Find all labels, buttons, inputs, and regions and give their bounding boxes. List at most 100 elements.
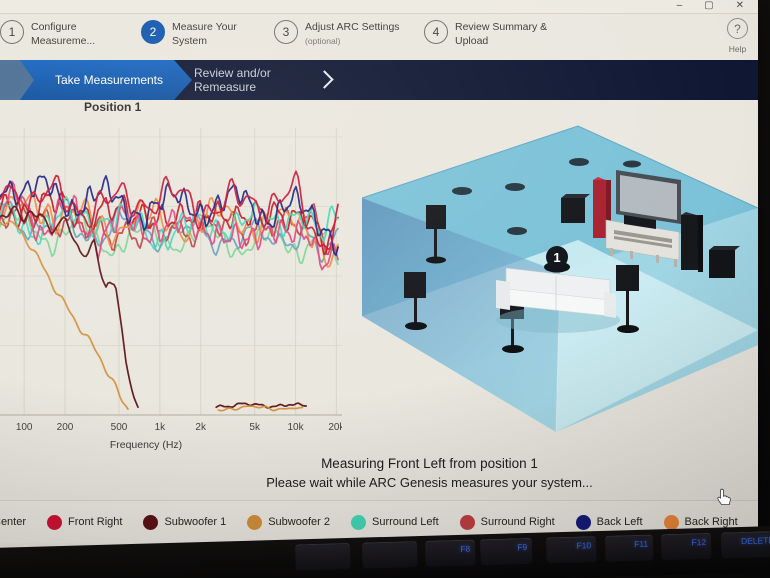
keyboard-key-f10: F10: [545, 536, 597, 564]
help-button[interactable]: ? Help: [727, 18, 748, 54]
status-line-1: Measuring Front Left from position 1: [321, 456, 538, 471]
speaker-legend: Center Front Right Subwoofer 1 Subwoofer 2 S…: [0, 500, 758, 543]
svg-text:200: 200: [57, 422, 74, 433]
step-2-circle: 2: [141, 20, 165, 44]
red-tower-speaker: [593, 177, 611, 240]
step-1-circle: 1: [0, 20, 24, 44]
mouse-cursor: [717, 488, 731, 505]
legend-label: Surround Right: [480, 516, 555, 528]
height-speaker-cube: [561, 194, 590, 223]
step-3-circle: 3: [274, 20, 298, 44]
legend-label: Back Right: [684, 516, 738, 528]
measurement-tabbar: Take Measurements Review and/or Remeasur…: [0, 60, 758, 100]
curve-surround-left: [0, 195, 339, 251]
step-measure-system[interactable]: 2 Measure Your System: [141, 20, 268, 48]
legend-item-back-left: Back Left: [575, 514, 643, 530]
step-configure-measurement[interactable]: 1 Configure Measureme...: [0, 20, 127, 48]
keyboard-key-f11: F11: [604, 534, 654, 562]
svg-text:10k: 10k: [287, 422, 304, 433]
legend-item-surround-right: Surround Right: [459, 514, 555, 530]
wizard-steps: 1 Configure Measureme... 2 Measure Your …: [0, 14, 758, 60]
curve-subwoofer-2: [0, 220, 129, 410]
measurement-status: Measuring Front Left from position 1 Ple…: [101, 456, 758, 490]
tab-review-remeasure-label: Review and/or Remeasure: [194, 66, 271, 94]
chart-title: Position 1: [84, 100, 142, 114]
legend-item-subwoofer-2: Subwoofer 2: [247, 514, 330, 530]
keyboard-key-f8: F8: [424, 539, 476, 567]
window-titlebar: – ▢ ✕: [0, 0, 758, 14]
keyboard-key: [361, 541, 418, 569]
room-visualization: 1: [348, 120, 759, 450]
measurement-chart: Position 1 100 200 500 1k 2k 5k 10k 20k Frequenc…: [0, 100, 342, 452]
maximize-icon[interactable]: ▢: [704, 0, 714, 11]
position-marker: 1: [544, 246, 570, 273]
step-review-summary[interactable]: 4 Review Summary & Upload: [424, 20, 551, 48]
legend-color-dot: [663, 514, 679, 530]
curve-subwoofer-1: [215, 402, 308, 409]
curve-subwoofer-2: [217, 405, 304, 412]
legend-color-dot: [143, 514, 159, 530]
subwoofer-box: [709, 246, 740, 278]
keyboard-key-delete: DELETE: [720, 530, 770, 559]
svg-text:1k: 1k: [155, 422, 167, 433]
legend-item-subwoofer-1: Subwoofer 1: [143, 514, 227, 530]
legend-color-dot: [247, 514, 263, 530]
step-adjust-arc-settings[interactable]: 3 Adjust ARC Settings (optional): [274, 20, 401, 48]
tv: [616, 170, 681, 224]
black-tower-speaker: [681, 212, 703, 272]
keyboard-key-f9: F9: [479, 537, 533, 566]
curve-back-left: [0, 175, 339, 257]
step-2-label: Measure Your System: [172, 21, 237, 47]
legend-color-dot: [575, 514, 591, 530]
step-4-circle: 4: [424, 20, 448, 44]
legend-color-dot: [459, 514, 475, 530]
svg-text:20k: 20k: [328, 422, 342, 433]
svg-text:100: 100: [16, 422, 33, 433]
tab-take-measurements-label: Take Measurements: [54, 73, 164, 87]
svg-text:500: 500: [111, 422, 128, 433]
step-3-label: Adjust ARC Settings (optional): [305, 21, 400, 46]
legend-color-dot: [47, 514, 63, 530]
step-3-optional: (optional): [305, 35, 341, 46]
svg-text:5k: 5k: [249, 422, 261, 433]
legend-item-surround-left: Surround Left: [350, 514, 439, 530]
legend-item-back-right: Back Right: [663, 514, 738, 530]
legend-color-dot: [350, 514, 366, 530]
position-number: 1: [553, 250, 560, 265]
av-receiver: [624, 215, 656, 229]
keyboard-key-f12: F12: [660, 532, 712, 561]
close-icon[interactable]: ✕: [735, 0, 744, 11]
legend-label: Front Right: [68, 516, 123, 528]
minimize-icon[interactable]: –: [676, 0, 683, 11]
status-line-2: Please wait while ARC Genesis measures y…: [266, 475, 593, 490]
curve-front-right: [0, 170, 339, 251]
svg-text:2k: 2k: [195, 422, 207, 433]
legend-label: Subwoofer 1: [164, 516, 227, 528]
arc-genesis-window: – ▢ ✕ 1 Configure Measureme... 2 Measure…: [0, 0, 759, 552]
ceiling-speakers: [452, 158, 641, 235]
step-1-label: Configure Measureme...: [31, 21, 96, 47]
legend-item-front-right: Front Right: [47, 514, 123, 530]
legend-label: Back Left: [596, 516, 643, 528]
x-axis-title: Frequency (Hz): [110, 439, 182, 451]
tab-take-measurements[interactable]: Take Measurements: [20, 60, 192, 100]
legend-label: Center: [0, 516, 27, 528]
chart-grid: [0, 128, 342, 415]
legend-label: Subwoofer 2: [268, 516, 330, 528]
curve-back-right: [0, 192, 339, 268]
help-label: Help: [728, 44, 747, 54]
response-curves: [0, 170, 339, 412]
step-4-label: Review Summary & Upload: [455, 21, 548, 47]
media-console: [605, 215, 680, 267]
frequency-response-plot: 100 200 500 1k 2k 5k 10k 20k Frequency (Hz): [0, 128, 342, 451]
legend-label: Surround Left: [371, 516, 439, 528]
curve-subwoofer-1: [0, 205, 139, 409]
help-icon: ?: [727, 18, 748, 39]
couch: [496, 267, 620, 333]
legend-item-center: Center: [0, 515, 26, 530]
x-axis-labels: 100 200 500 1k 2k 5k 10k 20k Frequency (Hz): [16, 422, 342, 451]
chevron-right-icon: [315, 70, 334, 89]
tab-review-remeasure[interactable]: Review and/or Remeasure: [194, 60, 318, 100]
keyboard-key: [295, 542, 351, 571]
